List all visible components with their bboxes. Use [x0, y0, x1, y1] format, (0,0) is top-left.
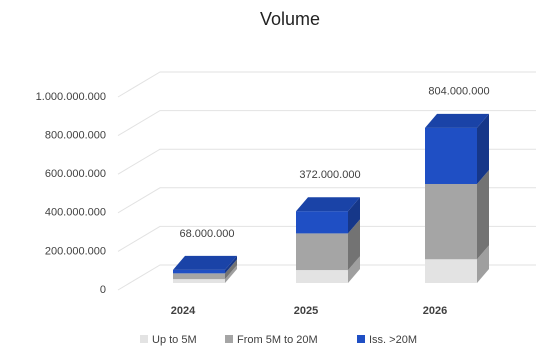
total-label: 68.000.000	[179, 228, 234, 240]
bar-top	[296, 197, 360, 212]
legend-swatch	[225, 335, 233, 343]
grid-line	[117, 187, 536, 214]
bar-segment	[296, 233, 348, 271]
chart-title: Volume	[260, 9, 320, 29]
bar-side	[477, 245, 489, 283]
grid-line	[117, 110, 536, 137]
bar-side	[225, 265, 237, 283]
y-tick-label: 400.000.000	[45, 207, 106, 219]
bar-side	[477, 113, 489, 184]
bar-segment	[425, 183, 477, 260]
x-tick-label: 2024	[171, 305, 196, 317]
bar-side	[225, 259, 237, 280]
grid-line	[117, 148, 536, 175]
y-tick-label: 800.000.000	[45, 130, 106, 142]
grid-line	[117, 225, 536, 252]
y-tick-label: 1.000.000.000	[36, 91, 106, 103]
total-label: 804.000.000	[428, 86, 489, 98]
legend-swatch	[140, 335, 148, 343]
bar-segment	[296, 211, 348, 234]
x-tick-label: 2026	[423, 305, 447, 317]
bar-side	[225, 255, 237, 274]
bar-segment	[173, 273, 225, 280]
y-tick-label: 200.000.000	[45, 245, 106, 257]
y-tick-label: 0	[100, 284, 106, 296]
legend-label: Up to 5M	[152, 334, 197, 346]
bar-segment	[425, 127, 477, 184]
legend-label: Iss. >20M	[369, 334, 417, 346]
bar-side	[348, 197, 360, 234]
bar-top	[425, 113, 489, 128]
bar-segment	[173, 279, 225, 283]
total-label: 372.000.000	[299, 169, 360, 181]
bar-side	[477, 169, 489, 260]
legend-label: From 5M to 20M	[237, 334, 318, 346]
grid-line	[117, 71, 536, 98]
bar-top	[173, 255, 237, 270]
legend-swatch	[357, 335, 365, 343]
bar-segment	[173, 269, 225, 274]
bar-segment	[296, 270, 348, 283]
y-tick-label: 600.000.000	[45, 168, 106, 180]
bar-side	[348, 219, 360, 271]
grid-line	[117, 264, 536, 291]
bar-side	[348, 256, 360, 283]
bar-segment	[425, 259, 477, 283]
x-tick-label: 2025	[294, 305, 318, 317]
